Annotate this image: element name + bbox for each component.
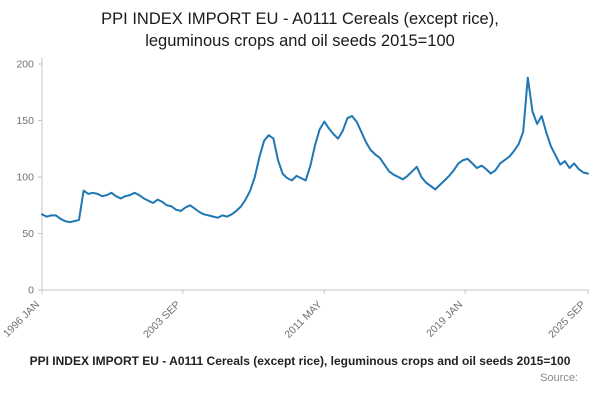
y-tick-label: 200 — [16, 59, 34, 71]
y-tick-label: 50 — [22, 228, 34, 240]
data-line — [41, 76, 589, 224]
y-tick-label: 0 — [28, 285, 34, 297]
y-tick-label: 150 — [16, 115, 34, 127]
x-tick-label: 1996 JAN — [1, 299, 42, 340]
x-tick-label: 2025 SEP — [546, 299, 588, 341]
line-chart: 0 50 100 150 200 1996 JAN 2003 SEP 2011 MAY 2019… — [0, 52, 600, 352]
chart-title-line1: PPI INDEX IMPORT EU - A0111 Cereals (exc… — [101, 10, 499, 28]
chart-svg: 0 50 100 150 200 1996 JAN 2003 SEP 2011 MAY 2019… — [1, 58, 589, 341]
y-tick-label: 100 — [16, 172, 34, 184]
chart-caption: PPI INDEX IMPORT EU - A0111 Cereals (exc… — [0, 354, 600, 368]
x-tick-label: 2019 JAN — [424, 299, 465, 340]
chart-title-line2: leguminous crops and oil seeds 2015=100 — [145, 32, 455, 50]
x-tick-label: 2011 MAY — [282, 299, 324, 341]
x-tick-label: 2003 SEP — [141, 299, 183, 341]
chart-caption-text: PPI INDEX IMPORT EU - A0111 Cereals (exc… — [29, 354, 571, 368]
chart-title: PPI INDEX IMPORT EU - A0111 Cereals (exc… — [0, 8, 600, 52]
chart-page: PPI INDEX IMPORT EU - A0111 Cereals (exc… — [0, 8, 600, 408]
source-label: Source: — [540, 372, 578, 384]
